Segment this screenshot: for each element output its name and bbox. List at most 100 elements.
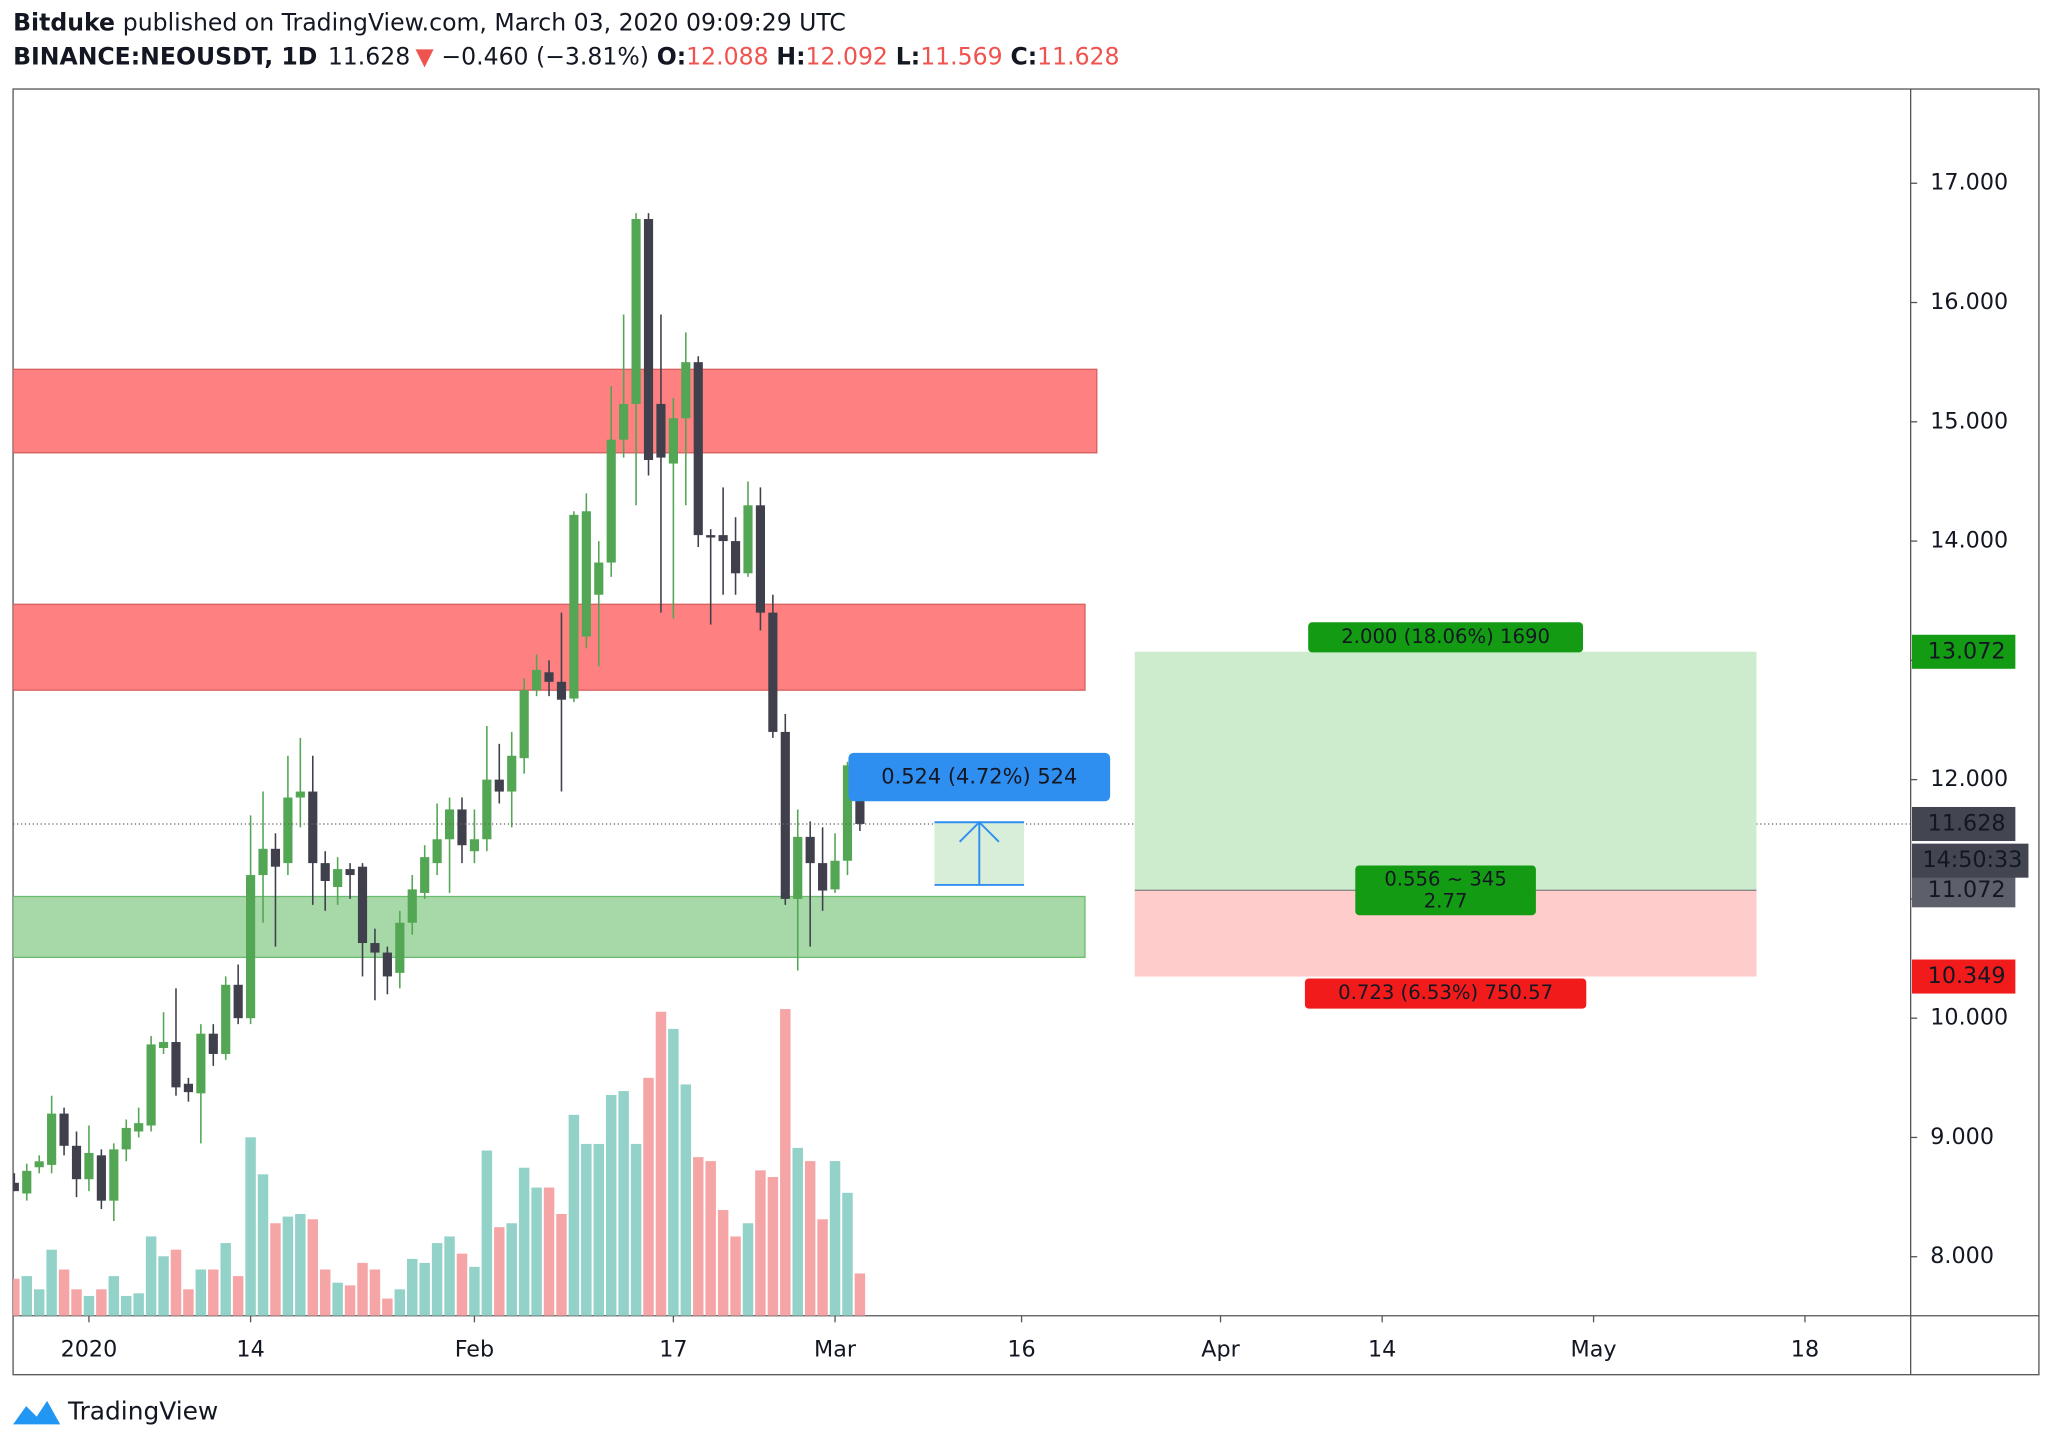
candle-body xyxy=(556,681,567,700)
countdown: 14:50:33 xyxy=(1922,847,2022,873)
candle-body xyxy=(718,535,728,542)
ratio-label: 2.77 xyxy=(1424,890,1468,913)
y-tick-label: 10.000 xyxy=(1930,1005,2008,1031)
x-tick-label: 14 xyxy=(1368,1336,1396,1362)
candle-body xyxy=(258,848,268,876)
low-label: L: xyxy=(896,42,920,70)
candle-body xyxy=(643,219,654,460)
volume-bar xyxy=(195,1269,207,1316)
volume-bar xyxy=(842,1192,853,1316)
candle-body xyxy=(768,612,778,732)
volume-bar xyxy=(83,1295,95,1316)
candle-body xyxy=(196,1033,206,1094)
volume-bar xyxy=(568,1114,580,1316)
volume-bar xyxy=(717,1210,729,1316)
candle-body xyxy=(532,669,542,691)
y-tick-label: 14.000 xyxy=(1930,528,2008,554)
volume-bar xyxy=(71,1289,82,1316)
volume-bar xyxy=(133,1293,144,1316)
price-marker-box xyxy=(1911,806,2016,842)
x-tick-label: May xyxy=(1571,1336,1617,1362)
target-label: 2.000 (18.06%) 1690 xyxy=(1341,625,1550,648)
volume-bar xyxy=(543,1187,555,1316)
measure-arrow xyxy=(958,820,1000,885)
candle-body xyxy=(469,839,480,852)
candle-body xyxy=(494,779,504,792)
candle-body xyxy=(134,1123,144,1132)
volume-bar xyxy=(13,1278,20,1316)
volume-bar xyxy=(817,1219,828,1316)
candle-body xyxy=(793,836,803,899)
volume-bar xyxy=(145,1236,157,1316)
price-marker-box xyxy=(1911,634,2016,669)
stop-label-box xyxy=(1304,978,1587,1009)
zone xyxy=(13,895,1086,959)
candle-body xyxy=(171,1042,181,1088)
candle-body xyxy=(395,922,405,973)
candle-body xyxy=(183,1083,194,1093)
candle-body xyxy=(320,863,330,882)
open-value: 12.088 xyxy=(686,42,768,70)
candle-body xyxy=(507,755,517,792)
volume-bar xyxy=(581,1143,592,1316)
volume-bar xyxy=(58,1269,70,1316)
candle-body xyxy=(619,403,629,440)
volume-bar xyxy=(295,1213,306,1316)
zone xyxy=(13,368,1098,454)
candle-body xyxy=(158,1042,169,1048)
y-tick-label: 8.000 xyxy=(1930,1243,1994,1269)
candle-body xyxy=(221,984,231,1054)
candle-body xyxy=(121,1127,131,1150)
volume-bar xyxy=(556,1213,567,1316)
candle-body xyxy=(34,1161,44,1168)
axes: 8.0009.00010.00011.00012.00013.00014.000… xyxy=(61,170,2029,1362)
volume-bar xyxy=(319,1269,331,1316)
volume-bar xyxy=(407,1258,418,1316)
x-tick-label: Mar xyxy=(814,1336,857,1362)
y-tick-label: 16.000 xyxy=(1930,289,2008,315)
center-label-box xyxy=(1355,865,1536,916)
volume-bar xyxy=(332,1282,343,1316)
volume-bar xyxy=(518,1167,530,1316)
candle-body xyxy=(333,869,343,887)
volume-bar xyxy=(232,1276,244,1316)
logo-icon xyxy=(13,1400,61,1425)
last-price: 11.628 xyxy=(328,42,410,70)
volume-bar xyxy=(108,1276,120,1316)
x-tick-label: Apr xyxy=(1201,1336,1240,1362)
x-tick-label: 17 xyxy=(659,1336,687,1362)
volume-bar xyxy=(394,1289,406,1316)
price-marker-box xyxy=(1911,959,2016,994)
measure-label-box xyxy=(848,752,1111,802)
stop-label: 0.723 (6.53%) 750.57 xyxy=(1338,981,1553,1004)
brand-logo: TradingView xyxy=(13,1397,218,1426)
volume-bar xyxy=(780,1009,791,1316)
volume-bar xyxy=(605,1095,617,1316)
price-marker-label: 10.349 xyxy=(1928,963,2006,989)
volume-bar xyxy=(854,1273,866,1316)
volume-bar xyxy=(121,1295,132,1316)
volume-bar xyxy=(767,1176,779,1316)
volume-bar xyxy=(270,1223,281,1316)
candle-body xyxy=(407,889,417,923)
candle-body xyxy=(146,1044,156,1126)
volume-bar xyxy=(630,1143,642,1316)
volume-bar xyxy=(220,1243,231,1316)
candle-body xyxy=(755,505,766,613)
volume-bar xyxy=(382,1298,393,1316)
x-tick-label: 18 xyxy=(1791,1336,1819,1362)
volume-bar xyxy=(21,1276,32,1316)
candle-body xyxy=(631,219,641,404)
price-marker-label: 13.072 xyxy=(1928,638,2006,664)
candle-body xyxy=(47,1113,57,1165)
volume-bar xyxy=(208,1269,219,1316)
volume-bar xyxy=(593,1143,605,1316)
volume-bar xyxy=(307,1219,319,1316)
candle-body xyxy=(233,984,243,1019)
target-label-box xyxy=(1308,622,1584,653)
candle-body xyxy=(59,1113,69,1146)
candle-body xyxy=(656,403,666,458)
candle-body xyxy=(432,839,442,864)
